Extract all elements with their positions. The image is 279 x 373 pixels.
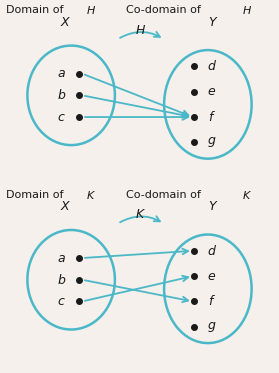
Text: $f$: $f$: [208, 110, 216, 124]
Text: $c$: $c$: [57, 110, 66, 123]
Text: $a$: $a$: [57, 251, 66, 264]
Text: $H$: $H$: [135, 24, 146, 37]
Text: $X$: $X$: [60, 16, 71, 29]
Text: $e$: $e$: [207, 85, 217, 98]
Text: $f$: $f$: [208, 294, 216, 308]
Text: $b$: $b$: [57, 88, 66, 102]
Text: $d$: $d$: [207, 59, 217, 73]
Text: $X$: $X$: [60, 200, 71, 213]
Text: $Y$: $Y$: [208, 200, 218, 213]
Text: $g$: $g$: [207, 320, 217, 334]
Text: $H$: $H$: [242, 4, 252, 16]
Text: $K$: $K$: [242, 189, 252, 201]
Text: Co-domain of: Co-domain of: [126, 5, 204, 15]
Text: $Y$: $Y$: [208, 16, 218, 29]
Text: $c$: $c$: [57, 295, 66, 308]
Text: $K$: $K$: [135, 208, 146, 221]
Text: $H$: $H$: [86, 4, 96, 16]
Text: $K$: $K$: [86, 189, 96, 201]
Text: Domain of: Domain of: [6, 5, 66, 15]
Text: Co-domain of: Co-domain of: [126, 190, 204, 200]
Text: $e$: $e$: [207, 270, 217, 283]
Text: $a$: $a$: [57, 67, 66, 80]
Text: $d$: $d$: [207, 244, 217, 258]
Text: Domain of: Domain of: [6, 190, 66, 200]
Text: $b$: $b$: [57, 273, 66, 287]
Text: $g$: $g$: [207, 135, 217, 149]
